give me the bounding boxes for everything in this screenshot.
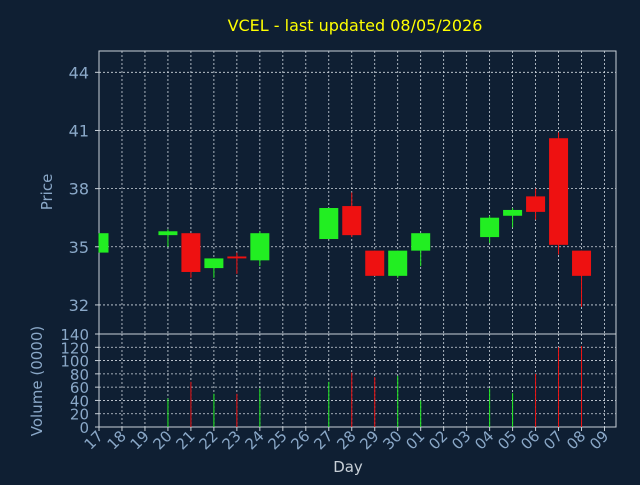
candle-body (250, 233, 270, 261)
volume-tick-label: 20 (70, 406, 89, 424)
x-axis-ticks: 1718192021222324252627282930010203040506… (81, 427, 612, 453)
volume-tick-label: 60 (70, 379, 89, 397)
candle-body (572, 250, 592, 276)
candle-body (365, 250, 385, 276)
volume-tick-label: 100 (60, 353, 89, 371)
candle-body (549, 138, 569, 245)
price-axis-label: Price (38, 174, 56, 211)
price-tick-label: 41 (69, 121, 89, 140)
candle-body (411, 233, 431, 251)
candle-body (526, 196, 546, 212)
price-tick-label: 38 (69, 180, 89, 199)
candle-body (480, 217, 500, 238)
price-tick-label: 44 (69, 63, 89, 82)
candle-body (503, 209, 523, 216)
candle-body (342, 206, 362, 236)
x-axis-label: Day (333, 458, 363, 476)
price-axis-ticks: 32 35 38 41 44 (69, 63, 99, 315)
candle-body (158, 231, 178, 236)
price-candles (98, 132, 592, 307)
price-tick-label: 32 (69, 296, 89, 315)
price-tick-label: 35 (69, 238, 89, 257)
chart-title: VCEL - last updated 08/05/2026 (228, 16, 483, 35)
volume-panel-frame (98, 333, 617, 428)
volume-tick-label: 0 (79, 419, 89, 437)
candle-body (388, 250, 408, 276)
volume-bars (167, 345, 583, 427)
candle-body (181, 233, 201, 272)
candle-body (204, 258, 224, 269)
volume-tick-label: 140 (60, 326, 89, 344)
candle-body (99, 233, 109, 253)
volume-tick-label: 40 (70, 392, 89, 410)
volume-tick-label: 80 (70, 366, 89, 384)
candle-body (319, 208, 339, 240)
volume-axis-label: Volume (0000) (28, 326, 46, 436)
volume-tick-label: 120 (60, 339, 89, 357)
candle-body (227, 256, 247, 259)
price-gridlines (99, 51, 616, 334)
